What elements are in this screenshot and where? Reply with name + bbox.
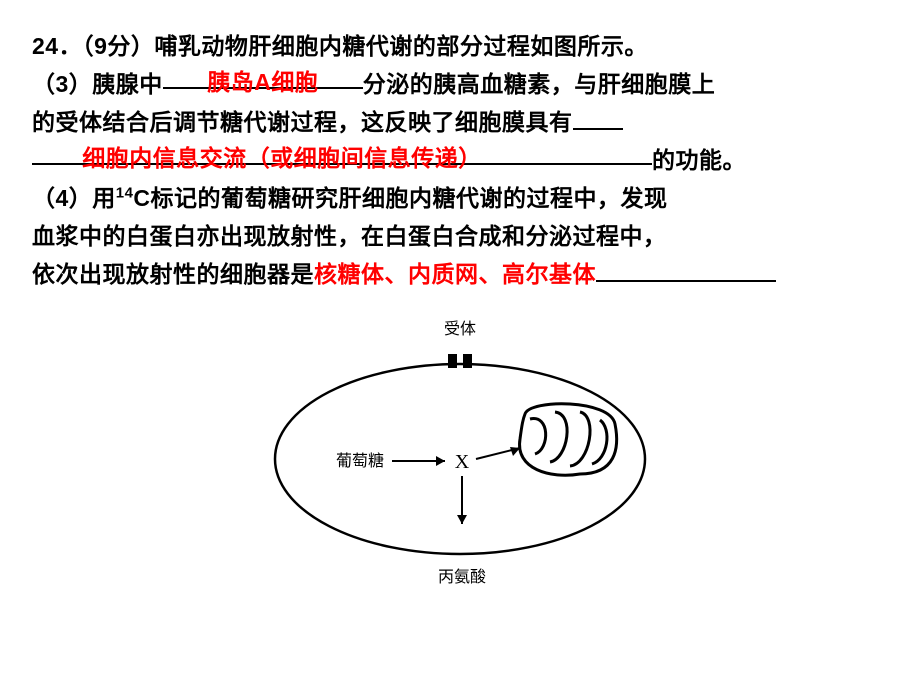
part4-line2-text: 血浆中的白蛋白亦出现放射性，在白蛋白合成和分泌过程中， [32,223,667,249]
part3-line3: 细胞内信息交流（或细胞间信息传递）的功能。 [32,142,888,180]
answer-3: 核糖体、内质网、高尔基体 [314,261,596,287]
answer-2: 细胞内信息交流（或细胞间信息传递） [42,145,642,171]
question-stem-line: 24．（9分）哺乳动物肝细胞内糖代谢的部分过程如图所示。 [32,28,888,66]
part4-line3: 依次出现放射性的细胞器是核糖体、内质网、高尔基体 [32,256,888,294]
blank-3-tail [596,259,776,282]
part3-suffix: 的功能。 [652,147,746,173]
receptor-left [448,354,457,368]
question-number: 24． [32,33,82,59]
glucose-label: 葡萄糖 [336,452,384,470]
part3-line2-text: 的受体结合后调节糖代谢过程，这反映了细胞膜具有 [32,109,573,135]
part4-line1: （4）用14C标记的葡萄糖研究肝细胞内糖代谢的过程中，发现 [32,180,888,218]
arrowhead-3 [457,515,467,524]
question-content: 24．（9分）哺乳动物肝细胞内糖代谢的部分过程如图所示。 （3）胰腺中胰岛A细胞… [0,0,920,294]
question-stem: 哺乳动物肝细胞内糖代谢的部分过程如图所示。 [154,33,648,59]
part4-prefix: （4）用 [32,185,116,211]
part3-line1: （3）胰腺中胰岛A细胞分泌的胰高血糖素，与肝细胞膜上 [32,66,888,104]
part3-line2: 的受体结合后调节糖代谢过程，这反映了细胞膜具有 [32,104,888,142]
part4-line3-prefix: 依次出现放射性的细胞器是 [32,261,314,287]
blank-1: 胰岛A细胞 [163,66,363,89]
isotope-sup: 14 [116,184,134,201]
diagram-svg: 受体 葡萄糖 X 丙氨酸 [250,314,670,594]
receptor-label: 受体 [444,320,476,338]
x-label: X [455,451,470,473]
mitochondria-cristae [530,412,607,466]
answer-1: 胰岛A细胞 [207,69,318,95]
cell-diagram: 受体 葡萄糖 X 丙氨酸 [0,314,920,594]
pyruvate-label: 丙氨酸 [438,568,486,586]
isotope: C [133,185,150,211]
part4-mid1: 标记的葡萄糖研究肝细胞内糖代谢的过程中，发现 [151,185,668,211]
blank-2b: 细胞内信息交流（或细胞间信息传递） [32,142,652,165]
receptor-right [463,354,472,368]
part3-prefix: （3）胰腺中 [32,71,163,97]
part4-line2: 血浆中的白蛋白亦出现放射性，在白蛋白合成和分泌过程中， [32,218,888,256]
question-points: （9分） [82,33,154,59]
part3-mid: 分泌的胰高血糖素，与肝细胞膜上 [363,71,716,97]
arrowhead-1 [436,456,445,466]
mitochondria-outer [520,403,617,474]
blank-2a [573,107,623,130]
